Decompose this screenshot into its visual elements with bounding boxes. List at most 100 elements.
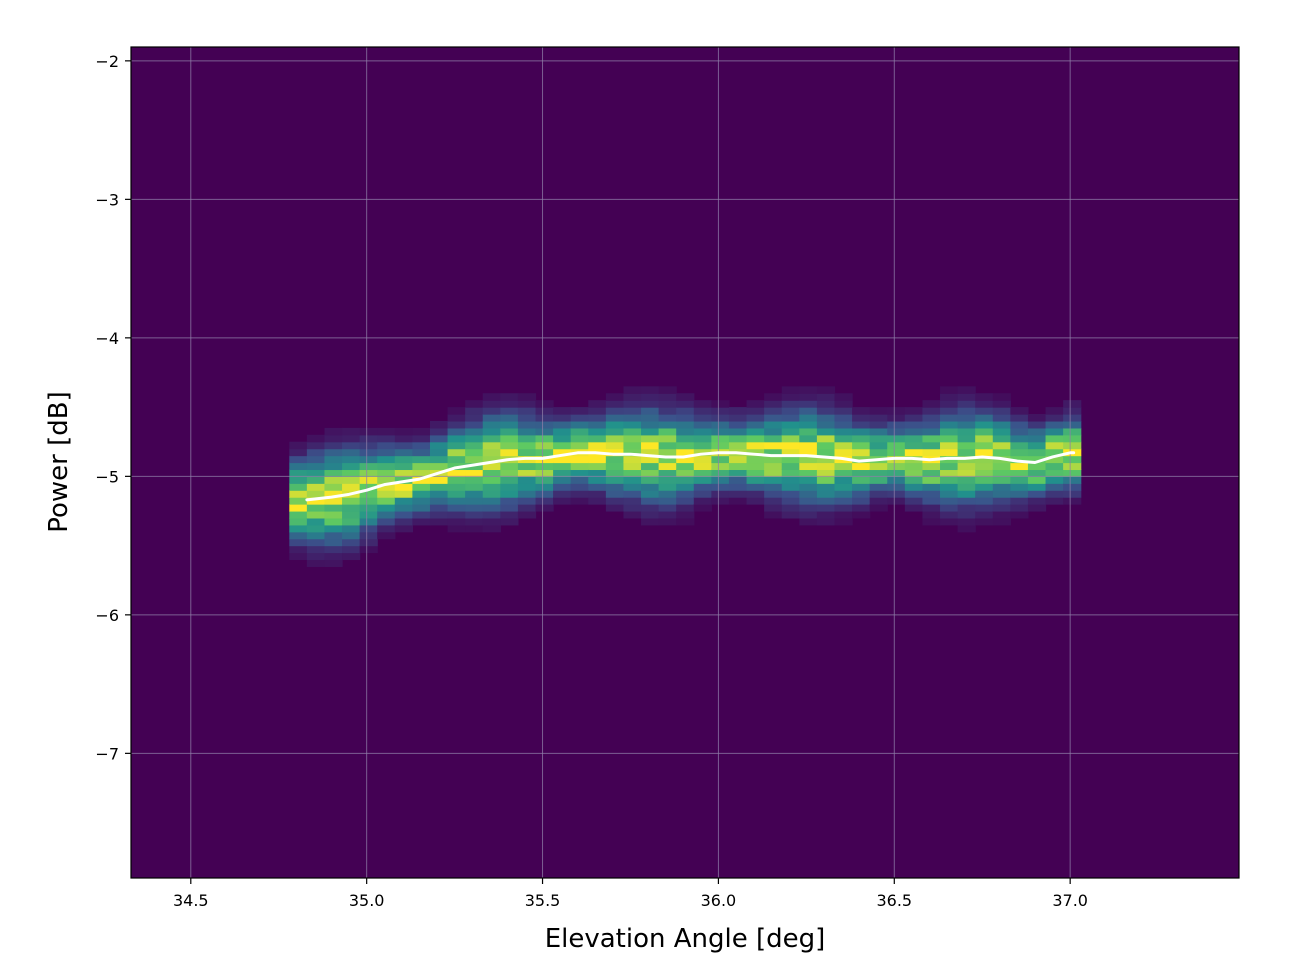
heatmap-cell: [412, 476, 431, 484]
heatmap-cell: [324, 504, 343, 512]
heatmap-cell: [799, 497, 818, 505]
heatmap-cell: [975, 510, 994, 519]
heatmap-cell: [1063, 497, 1082, 505]
heatmap-cell: [693, 448, 712, 457]
heatmap-cell: [342, 441, 361, 450]
heatmap-cell: [834, 414, 853, 422]
heatmap-cell: [834, 407, 853, 415]
heatmap-cell: [412, 497, 431, 505]
heatmap-cell: [1010, 427, 1029, 436]
heatmap-cell: [869, 483, 888, 491]
heatmap-cell: [324, 483, 343, 491]
heatmap-cell: [623, 455, 642, 464]
heatmap-cell: [535, 420, 554, 429]
heatmap-cell: [1063, 434, 1082, 443]
grid-lines: [131, 47, 1239, 878]
heatmap-cell: [852, 504, 871, 512]
heatmap-cell: [500, 517, 519, 526]
heatmap-cell: [306, 497, 326, 505]
heatmap-cell: [623, 441, 642, 450]
heatmap-cell: [764, 393, 783, 401]
heatmap-cell: [377, 483, 396, 491]
heatmap-cell: [904, 476, 924, 484]
heatmap-cell: [588, 434, 607, 443]
heatmap-cell: [799, 469, 818, 477]
heatmap-cell: [359, 524, 378, 533]
heatmap-cell: [623, 476, 642, 484]
heatmap-cell: [377, 531, 396, 540]
heatmap-cell: [553, 414, 572, 422]
heatmap-cell: [693, 420, 712, 429]
heatmap-cell: [852, 441, 871, 450]
heatmap-cell: [482, 462, 501, 471]
heatmap-cell: [940, 386, 959, 394]
heatmap-cell: [605, 476, 625, 484]
heatmap-cell: [1045, 476, 1064, 484]
heatmap-cell: [676, 504, 695, 512]
heatmap-cell: [1027, 455, 1047, 464]
heatmap-cell: [447, 448, 466, 457]
heatmap-cell: [992, 476, 1011, 484]
heatmap-cell: [834, 434, 853, 443]
heatmap-cell: [1027, 476, 1047, 484]
heatmap-cell: [517, 483, 537, 491]
heatmap-cell: [623, 510, 642, 519]
heatmap-cell: [781, 497, 800, 505]
heatmap-cell: [676, 469, 695, 477]
heatmap-cell: [570, 414, 589, 422]
heatmap-cell: [465, 483, 484, 491]
heatmap-cell: [553, 448, 572, 457]
heatmap-cell: [482, 455, 501, 464]
heatmap-cell: [289, 448, 308, 457]
heatmap-cell: [693, 483, 712, 491]
heatmap-cell: [482, 490, 501, 498]
x-tick-label: 37.0: [1052, 891, 1088, 910]
heatmap-cell: [816, 504, 836, 512]
heatmap-cell: [1045, 462, 1064, 471]
heatmap-cell: [676, 393, 695, 401]
heatmap-cell: [500, 393, 519, 401]
heatmap-cell: [887, 476, 906, 484]
heatmap-cell: [711, 407, 730, 415]
heatmap-cell: [412, 448, 431, 457]
heatmap-cell: [570, 420, 589, 429]
heatmap-cell: [535, 497, 554, 505]
heatmap-cell: [834, 497, 853, 505]
heatmap-cell: [306, 434, 326, 443]
heatmap-cell: [816, 497, 836, 505]
heatmap-cell: [447, 510, 466, 519]
heatmap-cell: [412, 434, 431, 443]
heatmap-cell: [711, 455, 730, 464]
heatmap-cell: [324, 427, 343, 436]
heatmap-cell: [1063, 455, 1082, 464]
heatmap-cell: [746, 476, 765, 484]
heatmap-cell: [728, 455, 748, 464]
heatmap-cell: [306, 559, 326, 567]
heatmap-cell: [676, 476, 695, 484]
heatmap-cell: [887, 483, 906, 491]
heatmap-cell: [746, 407, 765, 415]
heatmap-cell: [975, 407, 994, 415]
heatmap-cell: [342, 497, 361, 505]
heatmap-cell: [728, 414, 748, 422]
heatmap-cell: [412, 455, 431, 464]
heatmap-cell: [605, 420, 625, 429]
heatmap-cell: [623, 414, 642, 422]
heatmap-cell: [342, 510, 361, 519]
heatmap-cell: [869, 448, 888, 457]
heatmap-cell: [799, 386, 818, 394]
heatmap-cell: [535, 469, 554, 477]
heatmap-cell: [975, 469, 994, 477]
heatmap-cell: [676, 434, 695, 443]
heatmap-cell: [324, 517, 343, 526]
heatmap-cell: [975, 420, 994, 429]
heatmap-cell: [465, 524, 484, 533]
heatmap-cell: [922, 462, 941, 471]
heatmap-cell: [553, 407, 572, 415]
heatmap-cell: [852, 434, 871, 443]
heatmap-cell: [412, 510, 431, 519]
heatmap-cell: [728, 427, 748, 436]
heatmap-cell: [359, 434, 378, 443]
heatmap-cell: [869, 407, 888, 415]
